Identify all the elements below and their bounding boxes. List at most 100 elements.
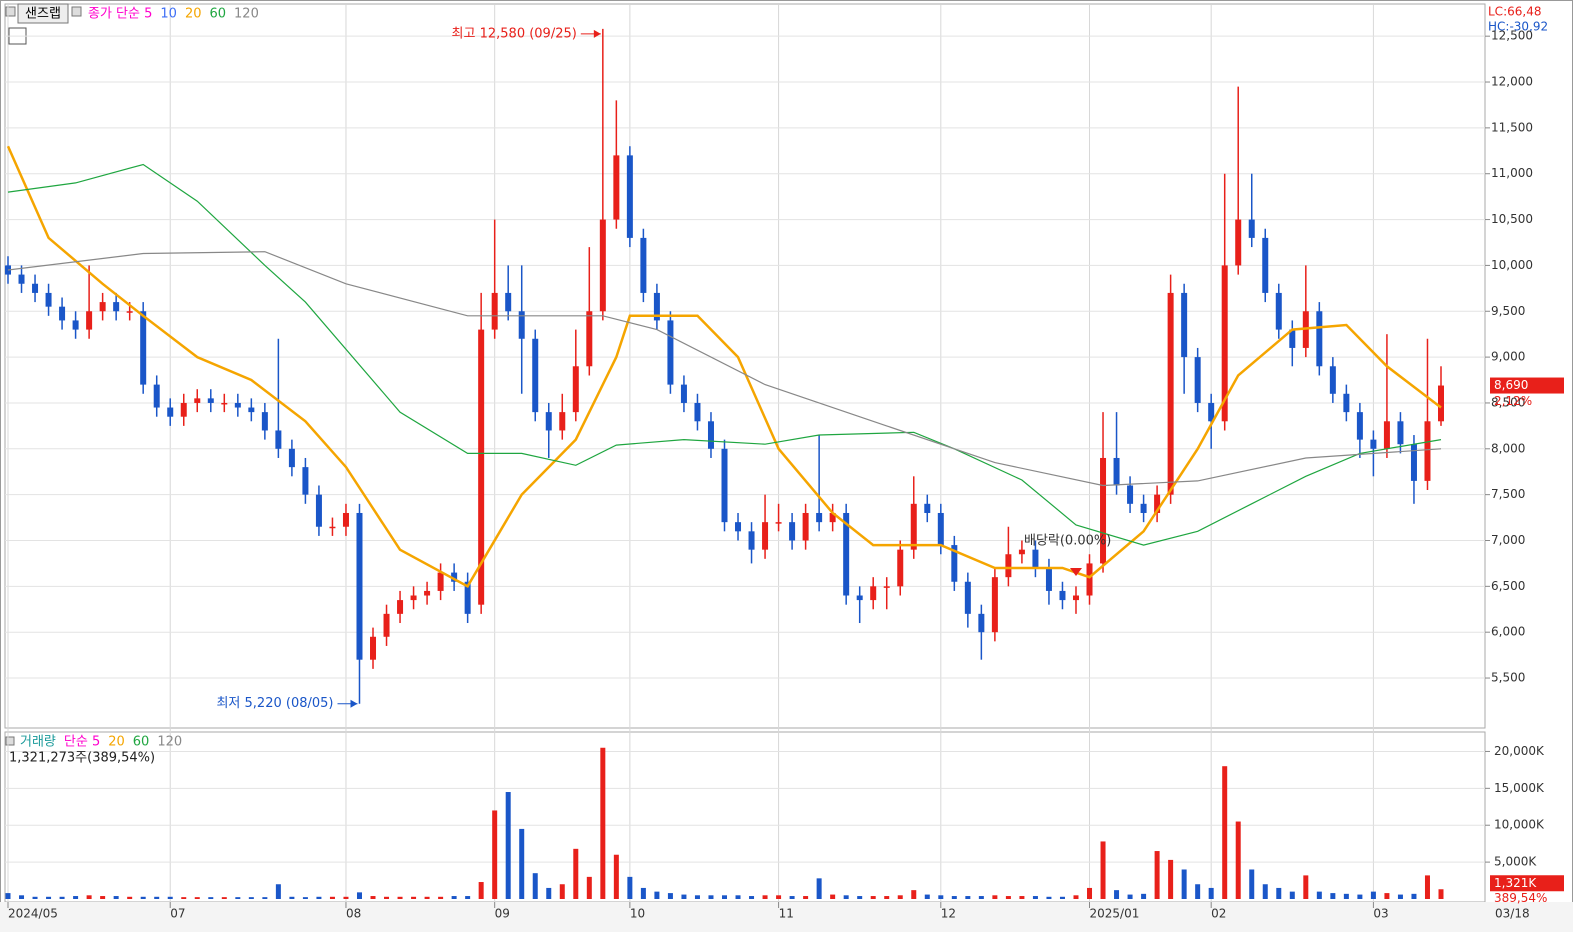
volume-bar <box>640 887 646 899</box>
candle-body <box>410 595 417 601</box>
volume-bar <box>1046 896 1052 899</box>
volume-bar <box>113 896 119 899</box>
candle-body <box>1370 439 1377 449</box>
volume-bar <box>735 895 741 899</box>
candle-body <box>829 512 836 523</box>
volume-bar <box>762 895 768 899</box>
candle-body <box>1018 549 1025 555</box>
volume-bar <box>1303 875 1309 899</box>
last-change: 2,12% <box>1494 394 1532 408</box>
moving-average <box>7 251 1442 487</box>
volume-bar <box>86 895 92 899</box>
last-volume: 1,321K <box>1494 876 1537 890</box>
candle-body <box>626 155 633 238</box>
volume-bar <box>492 810 498 899</box>
candle-body <box>180 402 187 417</box>
volume-bar <box>1032 896 1038 899</box>
candle-body <box>1424 421 1431 481</box>
volume-bar <box>1370 891 1376 899</box>
candle-body <box>1262 237 1269 293</box>
volume-bar <box>897 895 903 899</box>
legend-entry: 10 <box>160 7 177 22</box>
candle-body <box>599 219 606 312</box>
candle-body <box>1154 494 1161 513</box>
volume-bar <box>478 882 484 899</box>
volume-bar <box>1195 884 1201 899</box>
legend-entry: 종가 단순 5 <box>88 7 152 22</box>
candle-body <box>897 549 904 587</box>
candle-body <box>978 613 985 633</box>
volume-bar <box>208 897 214 899</box>
volume-bar <box>694 895 700 899</box>
x-tick-label: 08 <box>346 907 361 921</box>
volume-bar <box>1438 889 1444 899</box>
volume-bar <box>532 873 538 899</box>
volume-bar <box>127 896 133 899</box>
volume-bar <box>1005 896 1011 899</box>
volume-bar <box>627 876 633 899</box>
volume-bar <box>708 895 714 899</box>
icon <box>5 736 15 746</box>
volume-bar <box>181 897 187 899</box>
y-tick-label: 5,500 <box>1491 671 1525 685</box>
volume-bar <box>235 897 241 899</box>
candle-body <box>1045 568 1052 591</box>
candle-body <box>775 522 782 524</box>
x-tick-label: 11 <box>779 907 794 921</box>
candle-body <box>721 448 728 523</box>
volume-bar <box>356 892 362 899</box>
volume-bar <box>749 896 755 899</box>
candle-body <box>45 292 52 307</box>
volume-info: 1,321,273주(389,54%) <box>9 751 155 766</box>
volume-bar <box>870 896 876 899</box>
volume-bar <box>1235 821 1241 899</box>
candle-body <box>1275 292 1282 330</box>
candle-body <box>315 494 322 527</box>
volume-bar <box>1343 893 1349 899</box>
volume-bar <box>397 896 403 899</box>
candle-body <box>1438 385 1444 422</box>
candle-body <box>653 292 660 321</box>
candle-body <box>1167 292 1174 495</box>
candle-body <box>1221 265 1228 422</box>
price-panel <box>4 3 1486 729</box>
candle-body <box>86 311 93 330</box>
last-volume-box <box>1490 875 1564 892</box>
candle-body <box>694 402 701 422</box>
y-tick-label: 10,500 <box>1491 212 1533 226</box>
arrow-head <box>593 29 601 38</box>
candle-body <box>1343 393 1350 413</box>
stock-button[interactable] <box>17 3 69 24</box>
volume-bar <box>546 887 552 899</box>
candle-body <box>1100 457 1107 564</box>
candle-body <box>302 467 309 495</box>
icon <box>5 6 16 17</box>
volume-bar <box>830 894 836 899</box>
candle-body <box>194 398 201 403</box>
x-tick-label: 02 <box>1211 907 1226 921</box>
x-tick-label: 07 <box>170 907 185 921</box>
candle-body <box>478 329 485 605</box>
y-tick-label: 7,000 <box>1491 533 1525 547</box>
candle-body <box>1329 366 1336 394</box>
last-volume-ratio: 389,54% <box>1494 891 1547 905</box>
volume-bar <box>1087 887 1093 899</box>
candle-body <box>491 292 498 330</box>
legend-entry: 120 <box>157 735 182 750</box>
low-note: 최저 5,220 (08/05) <box>216 696 333 711</box>
volume-bar <box>586 876 592 899</box>
volume-bar <box>681 894 687 899</box>
candle-body <box>464 581 471 614</box>
candle-body <box>248 407 255 413</box>
candle-body <box>32 283 39 293</box>
volume-bar <box>5 893 11 899</box>
candle-body <box>329 526 336 529</box>
volume-bar <box>343 896 349 899</box>
candle-body <box>1072 595 1079 601</box>
candle-body <box>748 531 755 550</box>
lc-label: LC:66,48 <box>1488 5 1541 19</box>
legend-entry: 120 <box>234 7 259 22</box>
